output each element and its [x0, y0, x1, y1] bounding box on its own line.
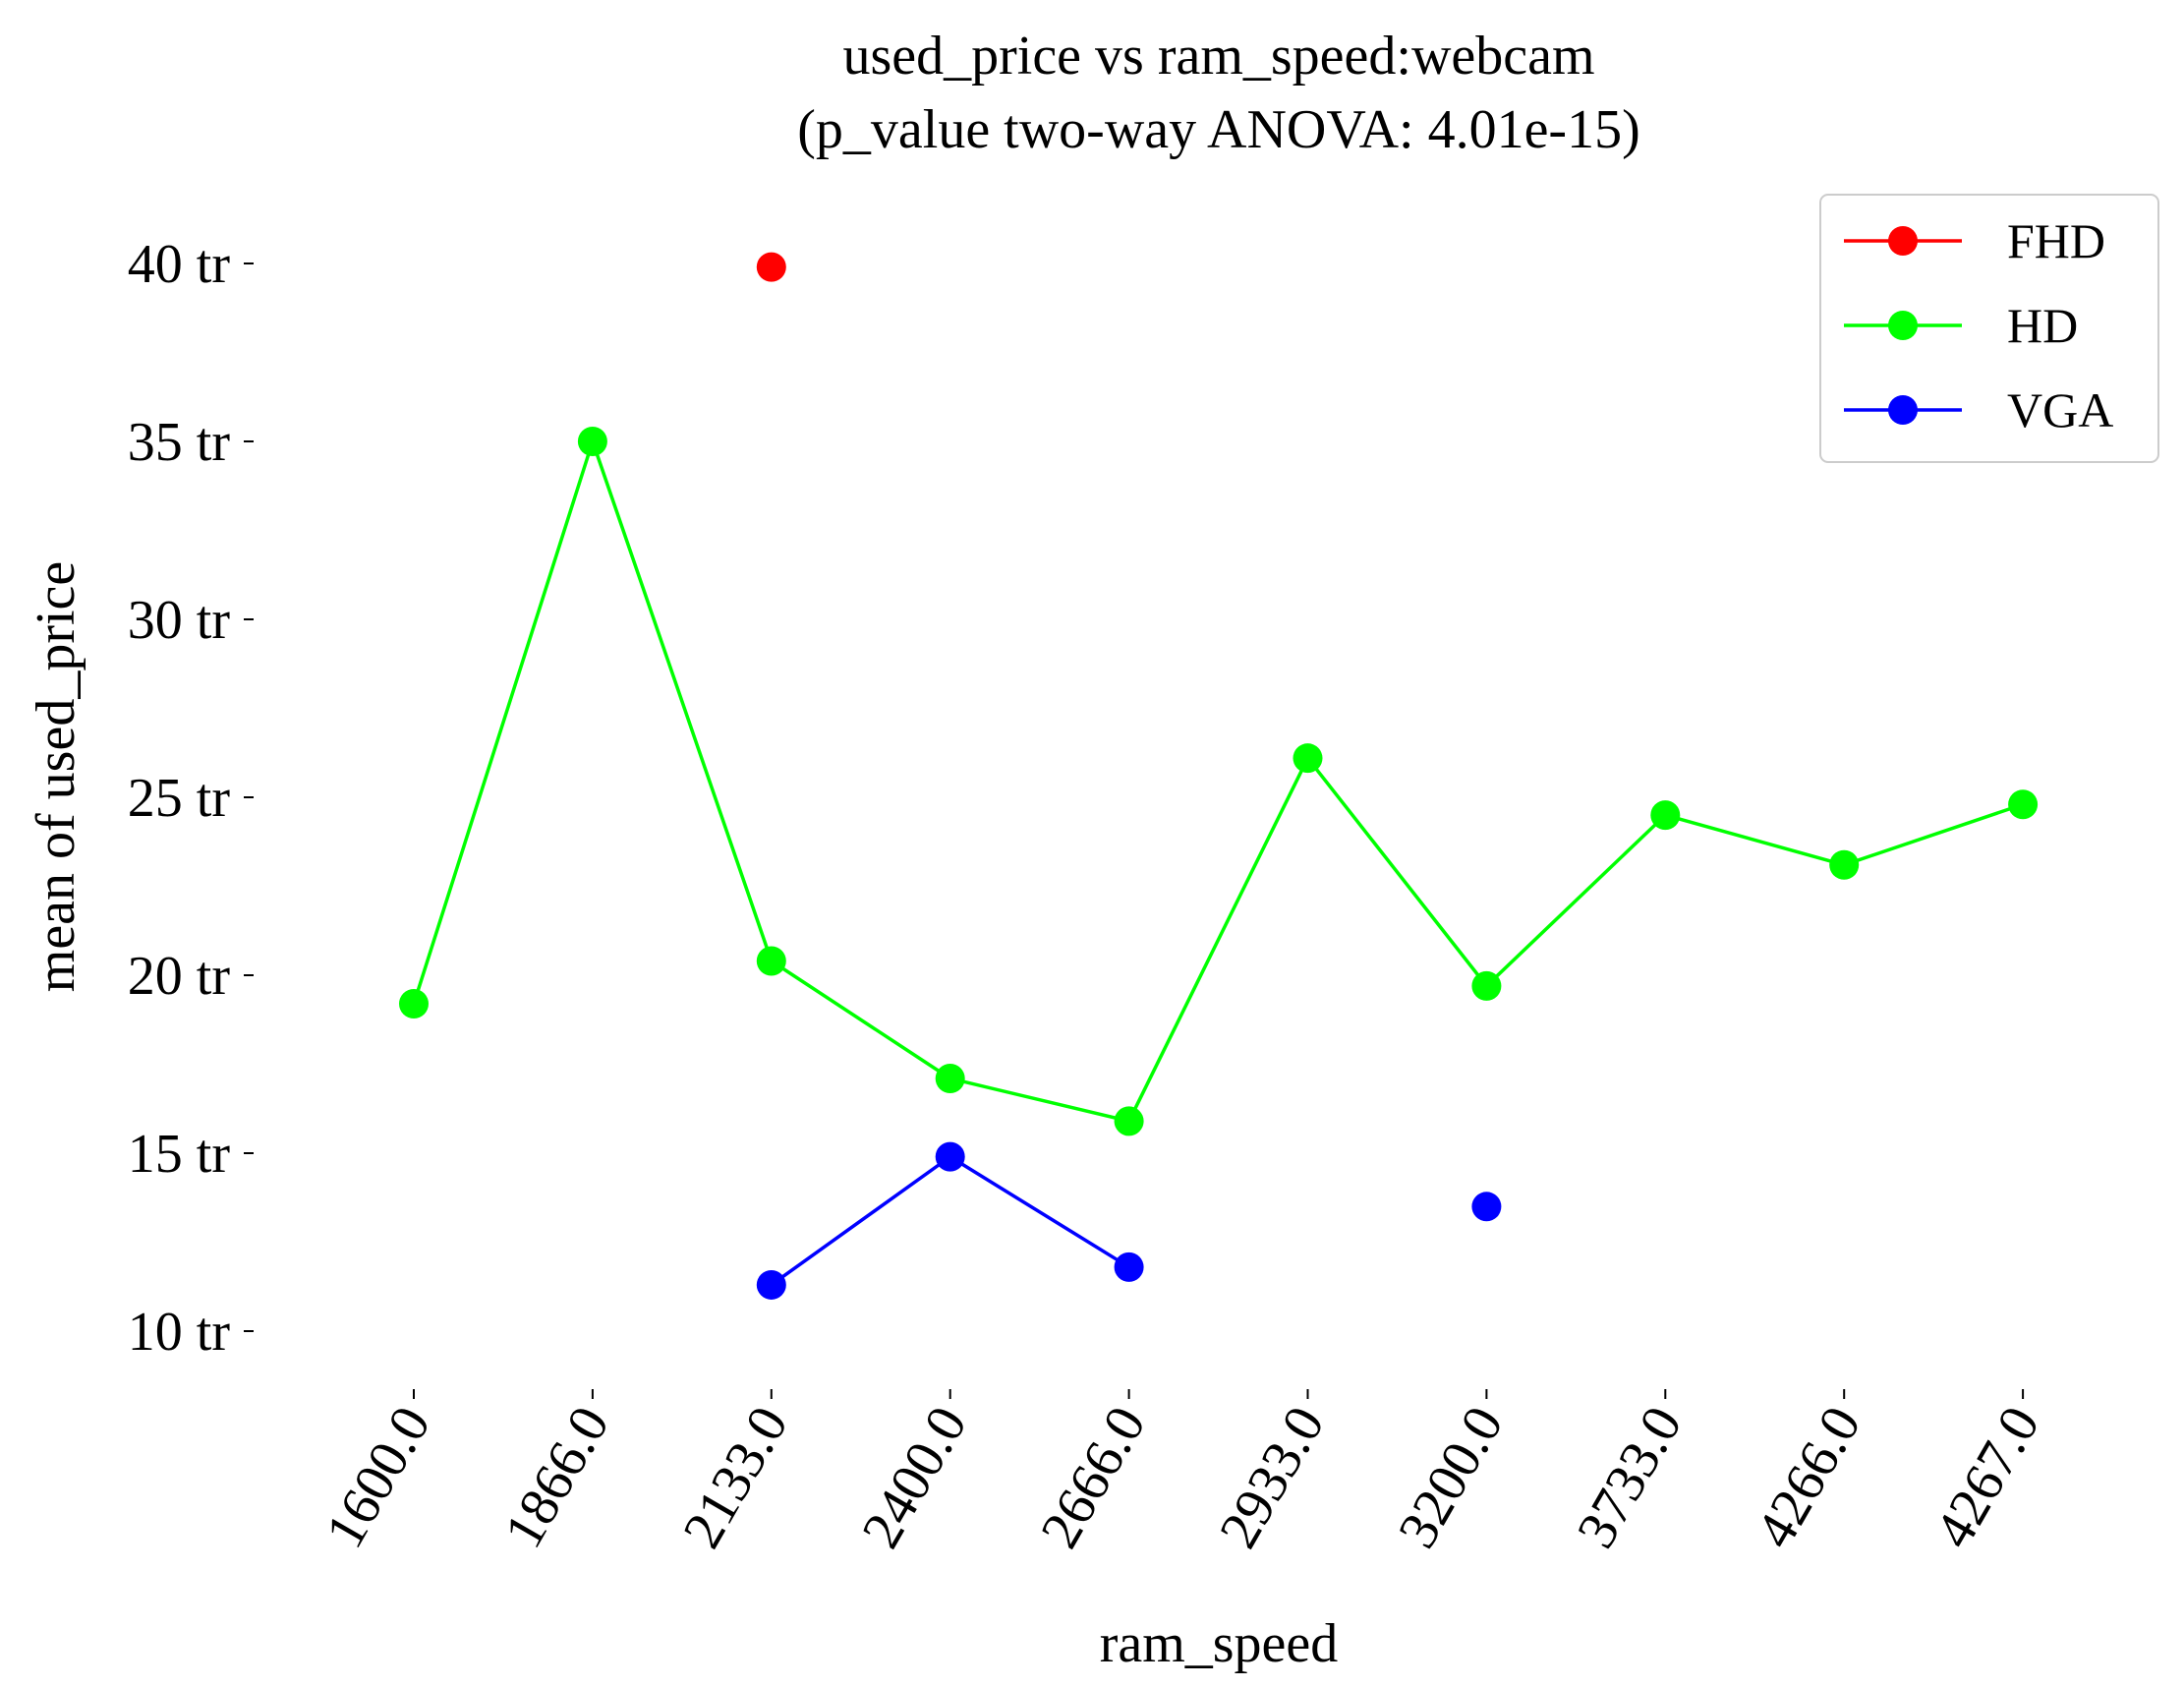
series-vga-line — [770, 1154, 1130, 1287]
x-tick-label: 2400.0 — [850, 1397, 979, 1558]
series-hd-point — [1829, 849, 1860, 880]
series-hd — [399, 427, 2039, 1136]
legend-label-hd: HD — [2007, 298, 2078, 353]
legend-marker-hd — [1888, 311, 1918, 340]
series-hd-point — [756, 946, 786, 976]
y-axis: 10 tr 15 tr 20 tr 25 tr 30 tr 35 tr 40 tr — [128, 234, 254, 1363]
series-vga-point — [1114, 1251, 1144, 1282]
legend-label-fhd: FHD — [2007, 213, 2105, 268]
x-tick-label: 1866.0 — [492, 1397, 621, 1558]
x-tick-label: 2666.0 — [1029, 1397, 1158, 1558]
legend-frame — [1819, 194, 2159, 463]
series-hd-point — [1650, 800, 1681, 831]
x-tick-label: 4266.0 — [1745, 1397, 1873, 1558]
y-tick-label: 25 tr — [128, 768, 231, 829]
x-tick-label: 2133.0 — [671, 1397, 800, 1558]
legend-marker-fhd — [1888, 226, 1918, 256]
legend: FHD HD VGA — [1819, 194, 2159, 463]
y-tick-label: 30 tr — [128, 590, 231, 651]
series-fhd-point — [756, 252, 786, 282]
chart-title-line-2: (p_value two-way ANOVA: 4.01e-15) — [797, 99, 1639, 160]
plot-series — [399, 252, 2039, 1300]
legend-marker-vga — [1888, 395, 1918, 425]
series-vga — [756, 1141, 1502, 1300]
series-vga-point — [756, 1269, 786, 1300]
series-hd-point — [2008, 789, 2039, 820]
series-vga-point — [935, 1141, 965, 1172]
series-hd-point — [1471, 970, 1502, 1001]
x-tick-label: 3733.0 — [1566, 1397, 1695, 1558]
x-tick-label: 4267.0 — [1924, 1397, 2052, 1558]
series-hd-point — [1114, 1106, 1144, 1136]
series-vga-point — [1471, 1192, 1502, 1222]
legend-label-vga: VGA — [2007, 382, 2113, 437]
legend-item-vga: VGA — [1844, 382, 2113, 437]
chart-title-line-1: used_price vs ram_speed:webcam — [842, 26, 1594, 87]
series-hd-point — [399, 988, 429, 1019]
y-tick-label: 10 tr — [128, 1302, 231, 1363]
series-hd-line — [412, 439, 2024, 1124]
series-fhd — [756, 252, 786, 282]
x-axis-label: ram_speed — [1100, 1613, 1339, 1674]
series-hd-point — [935, 1063, 965, 1093]
x-axis: 1600.0 1866.0 2133.0 2400.0 2666.0 2933.0 3200… — [315, 1389, 2052, 1558]
chart-title: used_price vs ram_speed:webcam (p_value … — [797, 26, 1639, 160]
y-tick-label: 20 tr — [128, 946, 231, 1007]
x-tick-label: 1600.0 — [315, 1397, 443, 1558]
y-tick-label: 35 tr — [128, 412, 231, 473]
legend-item-hd: HD — [1844, 298, 2078, 353]
y-tick-label: 40 tr — [128, 234, 231, 295]
x-tick-label: 2933.0 — [1208, 1397, 1337, 1558]
series-hd-point — [577, 427, 607, 456]
x-tick-label: 3200.0 — [1387, 1397, 1516, 1558]
series-hd-point — [1293, 743, 1323, 774]
legend-item-fhd: FHD — [1844, 213, 2105, 268]
y-tick-label: 15 tr — [128, 1124, 231, 1185]
y-axis-label: mean of used_price — [26, 561, 86, 992]
